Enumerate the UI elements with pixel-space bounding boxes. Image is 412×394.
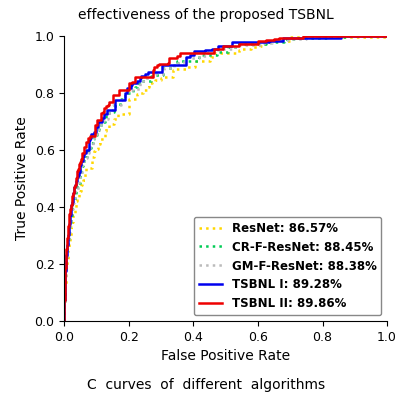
Text: effectiveness of the proposed TSBNL: effectiveness of the proposed TSBNL bbox=[78, 8, 334, 22]
X-axis label: False Positive Rate: False Positive Rate bbox=[161, 349, 290, 363]
Text: C  curves  of  different  algorithms: C curves of different algorithms bbox=[87, 378, 325, 392]
Legend: ResNet: 86.57%, CR-F-ResNet: 88.45%, GM-F-ResNet: 88.38%, TSBNL I: 89.28%, TSBNL: ResNet: 86.57%, CR-F-ResNet: 88.45%, GM-… bbox=[194, 217, 381, 315]
Y-axis label: True Positive Rate: True Positive Rate bbox=[15, 117, 29, 240]
